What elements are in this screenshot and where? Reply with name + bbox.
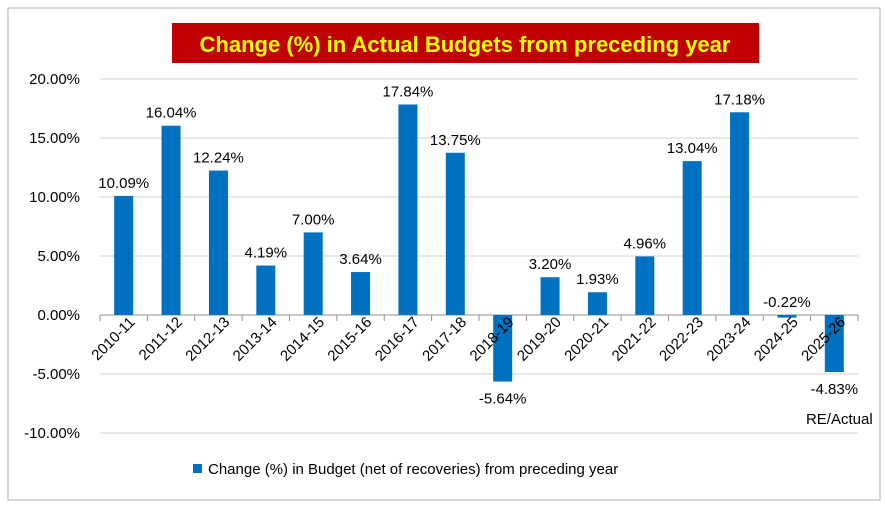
bar xyxy=(114,195,134,315)
data-label: 3.20% xyxy=(529,256,572,273)
bar xyxy=(208,170,228,315)
data-label: -5.64% xyxy=(479,391,527,408)
bar xyxy=(303,232,323,315)
bar xyxy=(682,161,702,315)
data-label: 13.04% xyxy=(667,140,718,157)
bar xyxy=(351,272,371,315)
chart-title: Change (%) in Actual Budgets from preced… xyxy=(200,32,731,57)
bar xyxy=(824,315,844,372)
data-label: 4.96% xyxy=(624,235,667,252)
data-label: -4.83% xyxy=(811,381,859,398)
y-tick-label: 0.00% xyxy=(37,307,80,324)
annotation: RE/Actual xyxy=(806,411,873,428)
data-label: 3.64% xyxy=(339,251,382,268)
bar xyxy=(777,315,797,318)
chart-border xyxy=(7,7,881,501)
bar xyxy=(445,152,465,315)
y-tick-label: -5.00% xyxy=(32,366,80,383)
bar xyxy=(540,277,560,315)
bar xyxy=(161,125,181,315)
bar xyxy=(493,315,513,382)
data-label: 4.19% xyxy=(245,245,288,262)
bar xyxy=(635,256,655,315)
data-label: 12.24% xyxy=(193,150,244,167)
title-background xyxy=(172,23,759,63)
data-label: 13.75% xyxy=(430,132,481,149)
data-label: 1.93% xyxy=(576,271,619,288)
legend-label: Change (%) in Budget (net of recoveries)… xyxy=(208,461,618,478)
y-tick-label: 5.00% xyxy=(37,248,80,265)
bar xyxy=(398,104,418,315)
y-tick-label: 20.00% xyxy=(29,71,80,88)
y-tick-label: 10.00% xyxy=(29,189,80,206)
bar xyxy=(587,292,607,315)
bar xyxy=(256,265,276,315)
legend-swatch xyxy=(193,464,202,473)
y-tick-label: -10.00% xyxy=(24,425,80,442)
data-label: 10.09% xyxy=(98,175,149,192)
y-tick-label: 15.00% xyxy=(29,130,80,147)
data-label: 16.04% xyxy=(146,105,197,122)
data-label: 17.18% xyxy=(714,91,765,108)
bar xyxy=(730,112,750,315)
data-label: 17.84% xyxy=(383,83,434,100)
data-label: -0.22% xyxy=(763,294,811,311)
data-label: 7.00% xyxy=(292,211,335,228)
